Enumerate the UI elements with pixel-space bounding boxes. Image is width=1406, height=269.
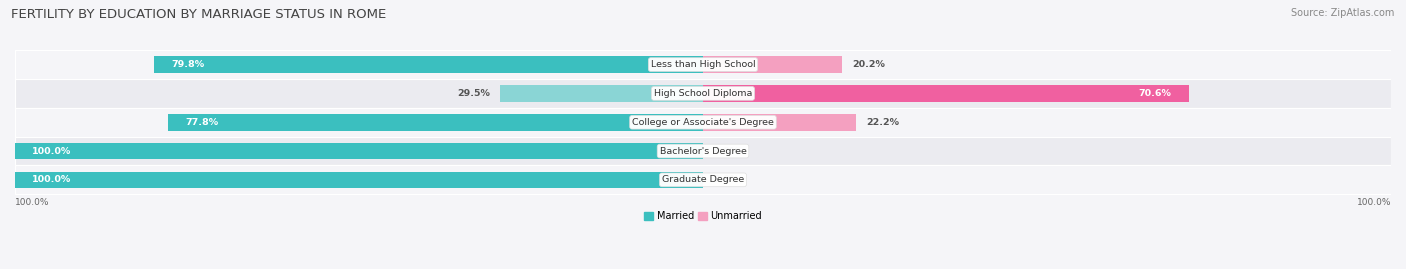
Bar bbox=[15, 143, 703, 160]
Text: 100.0%: 100.0% bbox=[1357, 198, 1391, 207]
Text: 70.6%: 70.6% bbox=[1139, 89, 1171, 98]
Bar bbox=[703, 85, 1188, 102]
Text: Less than High School: Less than High School bbox=[651, 60, 755, 69]
Text: Graduate Degree: Graduate Degree bbox=[662, 175, 744, 184]
Text: FERTILITY BY EDUCATION BY MARRIAGE STATUS IN ROME: FERTILITY BY EDUCATION BY MARRIAGE STATU… bbox=[11, 8, 387, 21]
Text: 29.5%: 29.5% bbox=[457, 89, 489, 98]
Text: High School Diploma: High School Diploma bbox=[654, 89, 752, 98]
Bar bbox=[15, 108, 1391, 137]
Bar bbox=[15, 172, 703, 188]
Bar bbox=[15, 50, 1391, 79]
Text: 20.2%: 20.2% bbox=[852, 60, 886, 69]
Legend: Married, Unmarried: Married, Unmarried bbox=[640, 207, 766, 225]
Text: 100.0%: 100.0% bbox=[15, 198, 49, 207]
Text: 100.0%: 100.0% bbox=[32, 147, 72, 155]
Bar bbox=[15, 137, 1391, 165]
Text: Source: ZipAtlas.com: Source: ZipAtlas.com bbox=[1291, 8, 1395, 18]
Bar bbox=[15, 165, 1391, 194]
Text: Bachelor's Degree: Bachelor's Degree bbox=[659, 147, 747, 155]
Text: 77.8%: 77.8% bbox=[186, 118, 218, 127]
Text: College or Associate's Degree: College or Associate's Degree bbox=[633, 118, 773, 127]
Bar bbox=[155, 56, 703, 73]
Text: 0.0%: 0.0% bbox=[713, 147, 740, 155]
Bar bbox=[15, 79, 1391, 108]
Text: 100.0%: 100.0% bbox=[32, 175, 72, 184]
Text: 0.0%: 0.0% bbox=[713, 175, 740, 184]
Text: 22.2%: 22.2% bbox=[866, 118, 898, 127]
Bar bbox=[501, 85, 703, 102]
Text: 79.8%: 79.8% bbox=[172, 60, 204, 69]
Bar bbox=[703, 56, 842, 73]
Bar bbox=[167, 114, 703, 130]
Bar bbox=[703, 114, 856, 130]
